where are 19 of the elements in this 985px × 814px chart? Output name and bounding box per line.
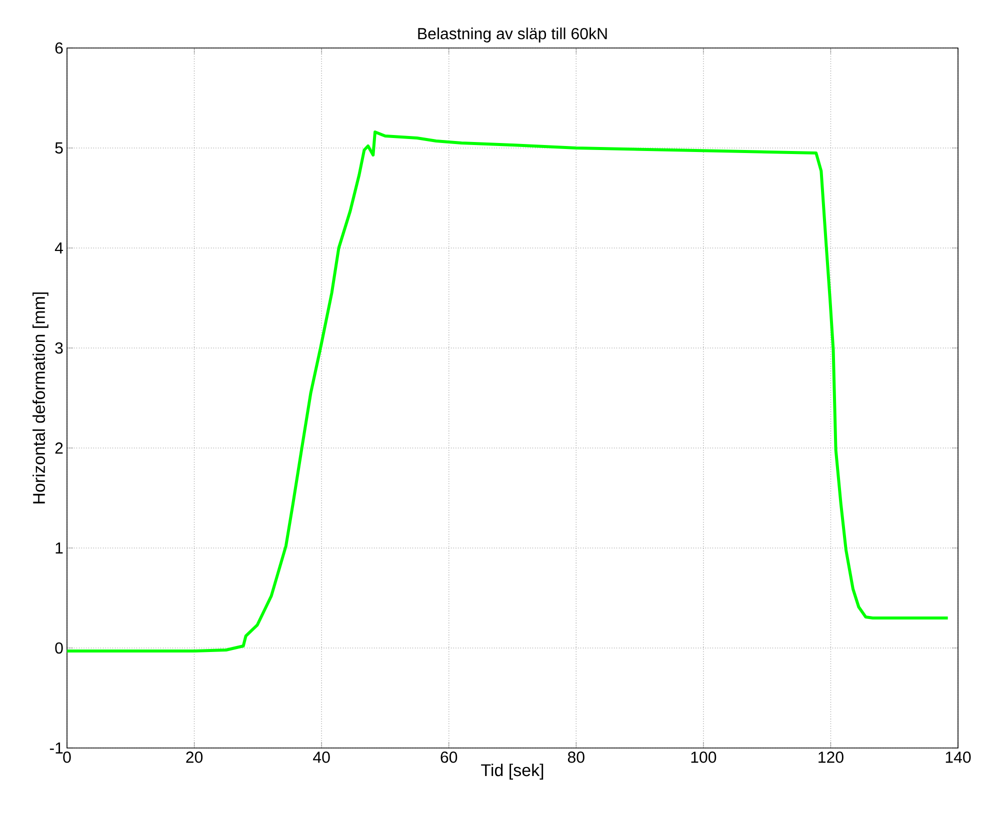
y-tick-label: -1 xyxy=(50,742,63,754)
y-axis-title: Horizontal deformation [mm] xyxy=(32,292,48,504)
x-tick-label: 140 xyxy=(946,752,971,763)
x-tick-label: 40 xyxy=(313,752,330,763)
y-tick-label: 1 xyxy=(56,542,63,554)
y-tick-label: 3 xyxy=(55,342,63,354)
x-tick-label: 120 xyxy=(818,752,844,763)
x-tick-label: 0 xyxy=(63,752,71,763)
y-tick-label: 6 xyxy=(55,42,63,54)
x-tick-label: 20 xyxy=(186,752,203,763)
x-axis-title: Tid [sek] xyxy=(481,764,544,780)
y-tick-label: 4 xyxy=(54,242,63,254)
x-tick-label: 60 xyxy=(440,752,458,763)
chart-title: Belastning av släp till 60kN xyxy=(418,28,607,42)
x-tick-label: 100 xyxy=(691,752,716,763)
y-tick-label: 2 xyxy=(55,442,63,454)
x-tick-label: 80 xyxy=(568,752,584,763)
y-tick-label: 5 xyxy=(55,142,63,154)
y-tick-label: 0 xyxy=(55,642,63,654)
